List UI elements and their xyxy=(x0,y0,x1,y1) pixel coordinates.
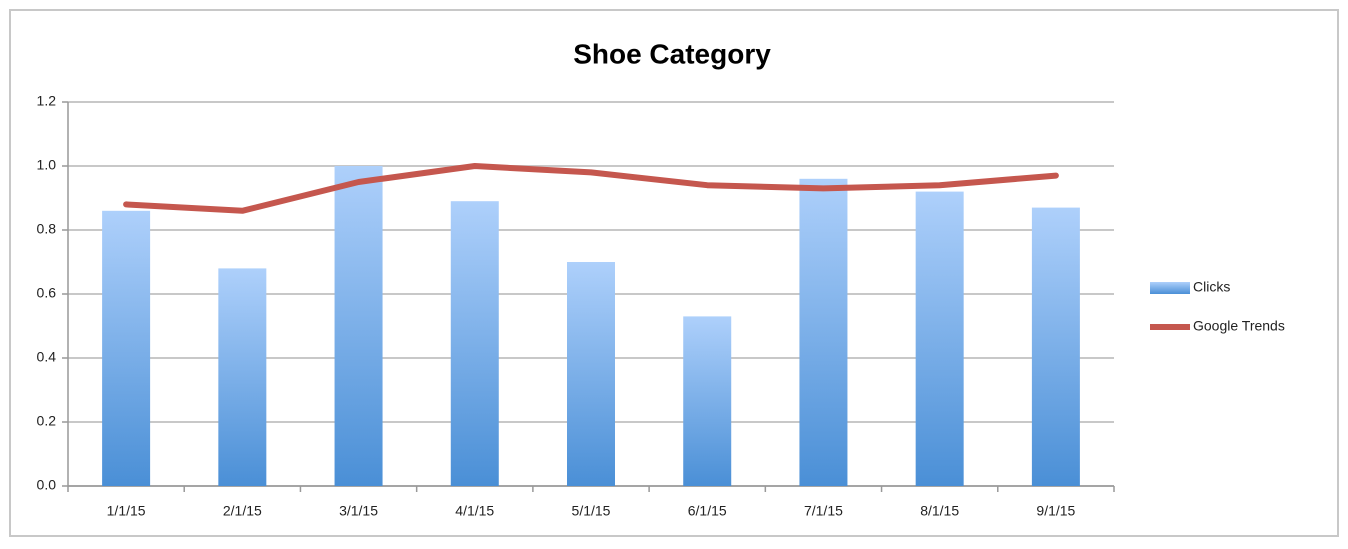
legend-swatch xyxy=(1150,282,1190,294)
x-tick-label: 4/1/15 xyxy=(455,503,494,519)
y-tick-label: 1.2 xyxy=(37,93,57,109)
y-tick-label: 0.0 xyxy=(37,477,57,493)
y-tick-label: 0.8 xyxy=(37,221,57,237)
bar xyxy=(218,268,267,486)
x-tick-label: 9/1/15 xyxy=(1036,503,1075,519)
bar xyxy=(567,262,615,486)
y-tick-label: 0.2 xyxy=(37,413,57,429)
x-tick-label: 1/1/15 xyxy=(107,503,146,519)
chart-frame xyxy=(9,9,1339,537)
bar xyxy=(1031,207,1080,486)
bar xyxy=(450,201,499,486)
y-tick-label: 1.0 xyxy=(37,157,57,173)
y-tick-label: 0.4 xyxy=(37,349,57,365)
x-tick-label: 3/1/15 xyxy=(339,503,378,519)
legend-label: Google Trends xyxy=(1193,318,1285,334)
x-tick-label: 2/1/15 xyxy=(223,503,262,519)
bar xyxy=(915,191,964,486)
bar xyxy=(334,166,383,486)
legend-label: Clicks xyxy=(1193,279,1230,295)
line xyxy=(123,163,1059,214)
bar xyxy=(683,316,732,486)
bar xyxy=(102,210,151,487)
bar xyxy=(799,178,848,487)
x-tick-label: 6/1/15 xyxy=(688,503,727,519)
x-tick-label: 5/1/15 xyxy=(572,503,611,519)
y-tick-label: 0.6 xyxy=(37,285,57,301)
x-tick-label: 7/1/15 xyxy=(804,503,843,519)
x-tick-label: 8/1/15 xyxy=(920,503,959,519)
chart-title: Shoe Category xyxy=(573,38,771,69)
